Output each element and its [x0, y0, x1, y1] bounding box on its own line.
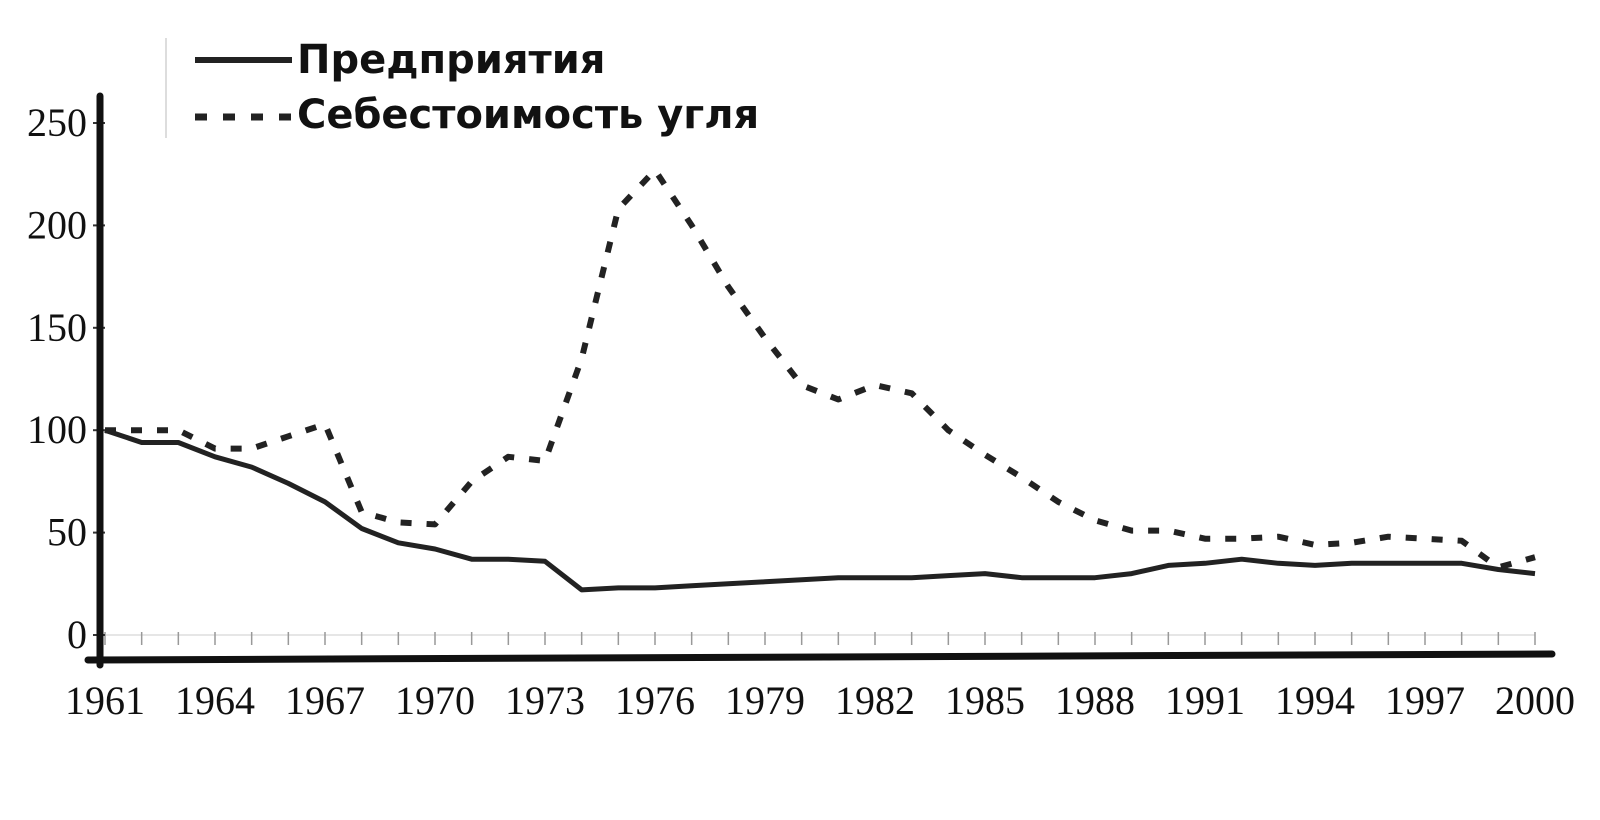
x-tick-label-1991: 1991 — [1165, 678, 1245, 723]
x-tick-label-1964: 1964 — [175, 678, 255, 723]
series-line-0 — [104, 427, 1536, 593]
y-tick-label-0: 0 — [67, 612, 87, 657]
legend-label-coal-cost: Себестоимость угля — [297, 92, 759, 138]
x-tick-label-2000: 2000 — [1495, 678, 1575, 723]
y-tick-label-250: 250 — [27, 100, 87, 145]
x-tick-label-1961: 1961 — [65, 678, 145, 723]
x-axis-line — [84, 650, 1556, 664]
x-tick-label-1988: 1988 — [1055, 678, 1135, 723]
x-tick-label-1997: 1997 — [1385, 678, 1465, 723]
x-tick-label-1979: 1979 — [725, 678, 805, 723]
legend: Предприятия Себестоимость угля — [165, 37, 759, 138]
x-tick-label-1970: 1970 — [395, 678, 475, 723]
y-tick-label-200: 200 — [27, 202, 87, 247]
legend-label-enterprises: Предприятия — [297, 37, 605, 83]
y-tick-label-150: 150 — [27, 305, 87, 350]
series-layer — [104, 167, 1536, 593]
x-tick-label-1973: 1973 — [505, 678, 585, 723]
x-tick-label-1967: 1967 — [285, 678, 365, 723]
x-tick-label-1994: 1994 — [1275, 678, 1355, 723]
y-tick-label-100: 100 — [27, 407, 87, 452]
y-tick-label-50: 50 — [47, 510, 87, 555]
x-tick-label-1985: 1985 — [945, 678, 1025, 723]
x-tick-label-1982: 1982 — [835, 678, 915, 723]
axes: 0 50 100 150 200 250 1961 1964 1967 1970 1973 1976 1… — [27, 92, 1575, 723]
series-line-1 — [105, 167, 1536, 571]
x-tick-label-1976: 1976 — [615, 678, 695, 723]
